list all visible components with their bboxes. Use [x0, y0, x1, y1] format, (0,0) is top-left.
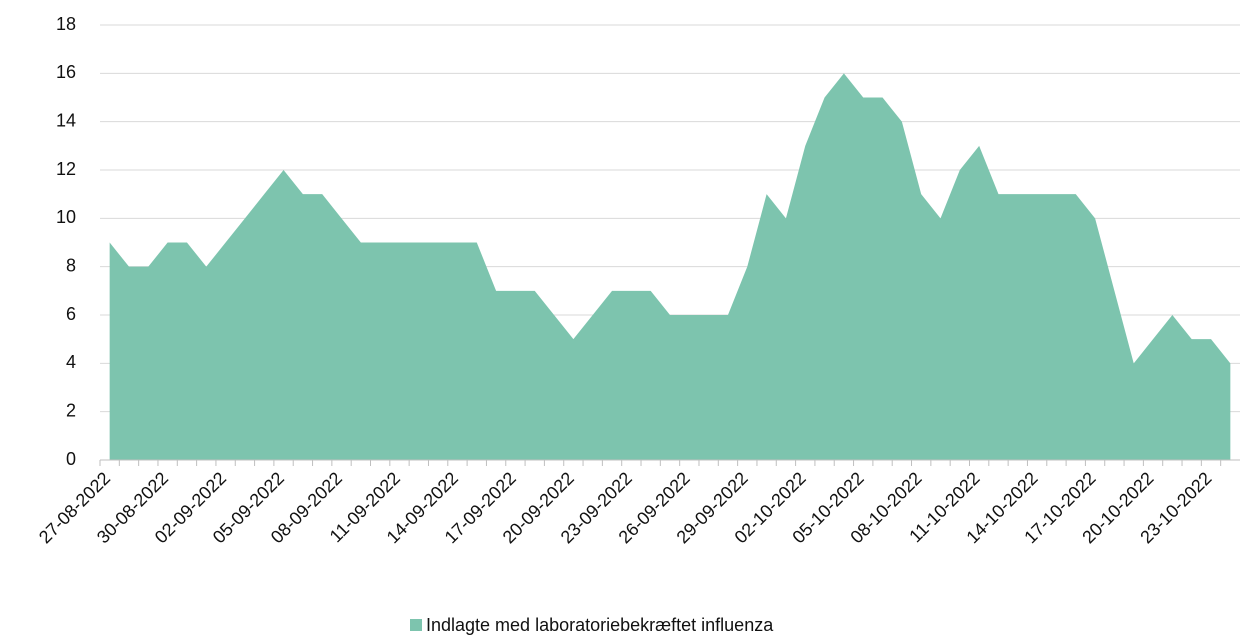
y-tick-label: 0 — [66, 449, 76, 469]
legend-swatch — [410, 619, 422, 631]
y-tick-label: 18 — [56, 14, 76, 34]
y-tick-label: 16 — [56, 62, 76, 82]
y-tick-label: 12 — [56, 159, 76, 179]
y-tick-label: 14 — [56, 110, 76, 130]
area — [109, 73, 1231, 460]
y-tick-label: 8 — [66, 255, 76, 275]
y-tick-label: 2 — [66, 400, 76, 420]
y-tick-label: 4 — [66, 352, 76, 372]
legend-label: Indlagte med laboratoriebekræftet influe… — [426, 615, 774, 635]
y-tick-label: 6 — [66, 304, 76, 324]
y-tick-label: 10 — [56, 207, 76, 227]
